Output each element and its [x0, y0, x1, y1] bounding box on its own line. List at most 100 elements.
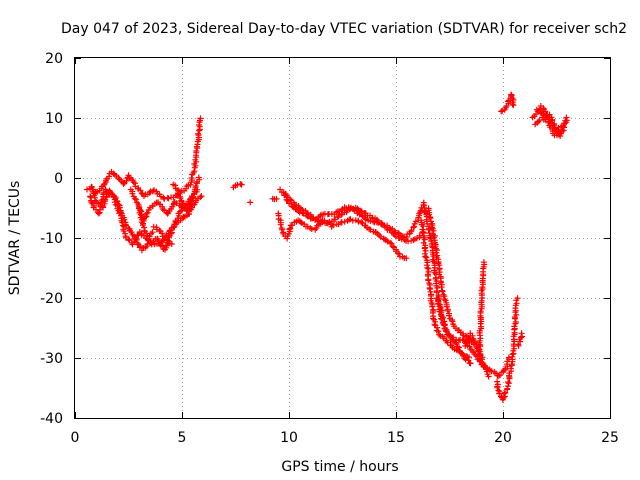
data-point: [197, 115, 204, 122]
y-axis-label: SDTVAR / TECUs: [7, 181, 23, 296]
data-point: [198, 193, 205, 200]
data-point: [373, 216, 380, 223]
data-point: [444, 307, 451, 314]
data-point: [439, 288, 446, 295]
data-point: [425, 226, 432, 233]
x-tick-label: 10: [280, 430, 298, 446]
data-point: [507, 365, 514, 372]
data-point: [463, 340, 469, 347]
data-point: [193, 148, 200, 154]
chart-title: Day 047 of 2023, Sidereal Day-to-day VTE…: [61, 21, 627, 37]
data-point: [502, 389, 509, 396]
data-point: [120, 180, 127, 187]
data-point: [247, 199, 254, 206]
data-point: [192, 183, 199, 190]
data-point: [125, 236, 132, 243]
data-point: [277, 221, 284, 228]
data-point: [279, 226, 286, 233]
data-point: [358, 219, 365, 226]
data-point: [143, 210, 150, 217]
data-point: [273, 195, 280, 202]
data-point: [508, 92, 515, 99]
data-point: [561, 120, 568, 127]
data-point: [172, 218, 179, 225]
data-point: [144, 209, 151, 216]
data-point: [420, 223, 427, 230]
data-point: [514, 295, 521, 302]
data-point: [511, 323, 518, 330]
data-point: [421, 204, 428, 211]
data-point: [194, 186, 201, 193]
data-point: [518, 330, 525, 337]
data-point: [387, 239, 394, 246]
plot-frame: [74, 57, 611, 419]
data-point: [96, 206, 103, 213]
data-point: [287, 225, 294, 232]
data-point: [155, 237, 162, 244]
data-point: [106, 173, 112, 180]
x-tick-label: 15: [387, 430, 405, 446]
data-point: [430, 315, 437, 322]
data-point: [133, 196, 139, 203]
data-point: [419, 228, 426, 235]
data-point: [435, 328, 442, 335]
data-point: [92, 197, 98, 204]
data-point: [121, 216, 128, 223]
data-point: [123, 177, 130, 184]
data-point: [456, 344, 462, 351]
data-point: [495, 387, 502, 394]
y-tick-label: 20: [45, 51, 63, 67]
data-point: [464, 339, 470, 346]
data-point: [446, 312, 452, 319]
axis-ticks: 0 5 10 15 20 25 -40 -30 -20 -10 0 10 20: [40, 51, 619, 446]
x-tick-label: 25: [601, 430, 619, 446]
data-point: [445, 331, 452, 338]
data-point: [483, 368, 490, 375]
data-point: [138, 211, 145, 218]
data-point: [115, 201, 122, 208]
data-point: [283, 196, 290, 203]
data-point: [446, 332, 453, 339]
data-point: [357, 207, 364, 214]
data-point: [424, 264, 431, 271]
data-point: [429, 303, 436, 310]
x-tick-label: 20: [494, 430, 512, 446]
data-point: [423, 254, 430, 261]
x-axis-label: GPS time / hours: [281, 459, 398, 475]
data-points: [84, 91, 570, 403]
y-tick-label: -40: [40, 411, 63, 427]
y-tick-label: 10: [45, 111, 63, 127]
x-tick-label: 0: [71, 430, 80, 446]
x-tick-label: 5: [178, 430, 187, 446]
y-tick-label: -30: [40, 351, 63, 367]
data-point: [480, 259, 487, 266]
data-point: [114, 198, 121, 205]
data-point: [467, 360, 474, 367]
data-point: [189, 193, 195, 200]
data-point: [563, 114, 570, 121]
y-tick-label: -10: [40, 231, 63, 247]
data-point: [429, 224, 435, 231]
data-point: [494, 384, 501, 391]
data-point: [403, 255, 410, 262]
data-point: [562, 117, 569, 124]
data-point: [549, 117, 556, 124]
data-point: [377, 220, 384, 227]
data-point: [195, 130, 202, 137]
data-point: [84, 186, 90, 193]
data-point: [501, 390, 508, 397]
data-point: [308, 226, 315, 232]
data-point: [495, 372, 502, 379]
data-point: [116, 204, 123, 211]
data-point: [421, 236, 428, 243]
data-point: [505, 354, 512, 361]
data-point: [111, 193, 118, 200]
data-point: [375, 217, 381, 224]
data-point: [341, 218, 348, 225]
data-point: [312, 216, 318, 223]
data-point: [128, 229, 135, 236]
data-point: [422, 247, 429, 254]
data-point: [505, 98, 511, 105]
